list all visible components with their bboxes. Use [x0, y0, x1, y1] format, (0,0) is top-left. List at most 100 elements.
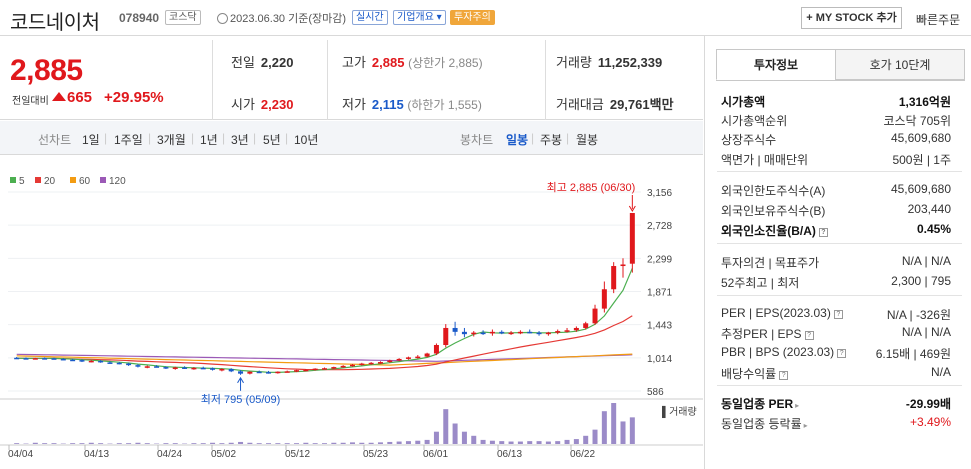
candle-body [322, 368, 327, 370]
candle-body [592, 308, 598, 324]
tab-invest-info[interactable]: 투자정보 [716, 49, 836, 80]
y-tick-label: 586 [647, 387, 664, 398]
chevron-right-icon[interactable]: ▸ [795, 401, 800, 410]
market-badge: 코스닥 [165, 10, 201, 25]
candle-body [275, 371, 281, 374]
candle-body [499, 331, 505, 334]
info-label: 동일업종 등락률 [721, 417, 802, 431]
chevron-right-icon[interactable]: ▸ [803, 421, 808, 430]
chevron-down-icon: ▾ [436, 12, 442, 23]
y-tick-label: 1,871 [647, 288, 672, 299]
info-label: 시가총액순위 [721, 114, 788, 128]
info-row: 외국인한도주식수(A) 45,609,680 [721, 182, 951, 200]
candle-body [349, 364, 355, 367]
base-date-text: 2023.06.30 기준(장마감) [230, 13, 347, 25]
x-tick-label: 04/13 [84, 449, 109, 460]
price-change: 665 [52, 89, 92, 106]
tab-3year[interactable]: 3년 [231, 133, 249, 147]
candle-body [98, 360, 104, 363]
tab-orderbook[interactable]: 호가 10단계 [835, 49, 965, 80]
volume-bar [191, 443, 197, 444]
candle-body [340, 365, 346, 368]
candle-body [536, 332, 542, 335]
low-value: 2,115 [371, 97, 404, 112]
candle-body [480, 332, 486, 335]
chart-period-tabs: 선차트 1일 | 1주일 | 3개월 | 1년 | 3년 | 5년 | 10년 … [0, 121, 703, 155]
info-row: 배당수익률? N/A [721, 365, 951, 383]
legend-swatch [70, 177, 76, 183]
x-tick-label: 05/02 [211, 449, 236, 460]
info-row: 동일업종 PER ▸ -29.99배 [721, 395, 951, 413]
high-annotation: 최고 2,885 (06/30) [547, 181, 636, 194]
candle-body [620, 264, 626, 267]
candle-body [247, 371, 253, 374]
tab-weekly[interactable]: 주봉 [540, 133, 563, 147]
quick-order-button[interactable]: 빠른주문 [916, 13, 961, 27]
help-icon[interactable]: ? [779, 371, 789, 380]
candle-body [489, 331, 495, 334]
lower-limit-note: (하한가 1,555) [407, 98, 482, 112]
divider: | [566, 131, 570, 145]
volume-label: ▌거래량 [662, 405, 697, 419]
volume-bar [98, 443, 104, 444]
candle-body [527, 331, 533, 334]
tab-3month[interactable]: 3개월 [157, 133, 186, 147]
candle-body [583, 323, 589, 328]
prev-close-value: 2,220 [260, 55, 294, 70]
volume-bar [359, 442, 365, 444]
tab-monthly[interactable]: 월봉 [576, 133, 599, 147]
candle-body [359, 363, 365, 366]
candle-body [219, 369, 225, 371]
info-row: 외국인보유주식수(B) 203,440 [721, 202, 951, 220]
volume-bar [555, 441, 561, 444]
info-value: 6.15배 | 469원 [875, 347, 951, 361]
candle-body [135, 365, 141, 367]
info-label: 투자의견 | 목표주가 [721, 256, 820, 270]
candle-body [228, 369, 234, 372]
volume-bar [489, 440, 495, 444]
volume-bar [611, 403, 617, 444]
tab-10year[interactable]: 10년 [294, 133, 319, 147]
info-label: 외국인한도주식수(A) [721, 184, 826, 198]
info-value: N/A | N/A [901, 325, 951, 339]
open-price: 시가 2,230 [231, 94, 293, 113]
low-arrow-head [237, 376, 244, 384]
volume-bar [144, 443, 150, 444]
help-icon[interactable]: ? [837, 349, 847, 358]
candle-body [144, 366, 150, 368]
tab-5year[interactable]: 5년 [263, 133, 281, 147]
candle-body [182, 367, 188, 369]
tab-1week[interactable]: 1주일 [114, 133, 143, 147]
volume-bar [228, 442, 234, 444]
volume-bar [443, 409, 449, 444]
prev-close-label: 전일 [231, 55, 255, 70]
tab-1day[interactable]: 1일 [82, 133, 100, 147]
volume-bar [573, 439, 579, 444]
info-value: 45,609,680 [890, 131, 951, 145]
add-mystock-button[interactable]: + MY STOCK 추가 [801, 7, 902, 29]
info-row: PER | EPS(2023.03)? N/A | -326원 [721, 306, 951, 324]
info-value: N/A | -326원 [886, 308, 951, 322]
volume-label: 거래량 [556, 55, 592, 70]
tab-1year[interactable]: 1년 [200, 133, 218, 147]
right-panel: 투자정보 호가 10단계 시가총액 1,316억원 시가총액순위 코스닥 705위 상장… [704, 36, 971, 469]
volume-bar [116, 443, 122, 444]
legend-swatch [100, 177, 106, 183]
help-icon[interactable]: ? [804, 331, 814, 340]
help-icon[interactable]: ? [833, 310, 843, 319]
price-change-value: 665 [67, 89, 93, 106]
volume-bar [396, 441, 402, 444]
tab-daily[interactable]: 일봉 [506, 133, 529, 147]
stock-chart[interactable]: 5 20 60 120 3,156 2,728 2,299 1,871 1,443 1,014 58… [0, 170, 703, 469]
candle-body [256, 371, 262, 374]
company-info-dropdown[interactable]: 기업개요 ▾ [393, 10, 446, 25]
info-value: -29.99배 [905, 397, 951, 411]
volume-bar [256, 443, 262, 444]
info-value: 203,440 [907, 202, 951, 216]
info-label: 동일업종 PER [721, 397, 794, 411]
realtime-button[interactable]: 실시간 [352, 10, 388, 25]
volume-bar [499, 441, 505, 444]
info-row: 시가총액순위 코스닥 705위 [721, 112, 951, 130]
volume-bar [405, 441, 411, 444]
help-icon[interactable]: ? [818, 228, 828, 237]
